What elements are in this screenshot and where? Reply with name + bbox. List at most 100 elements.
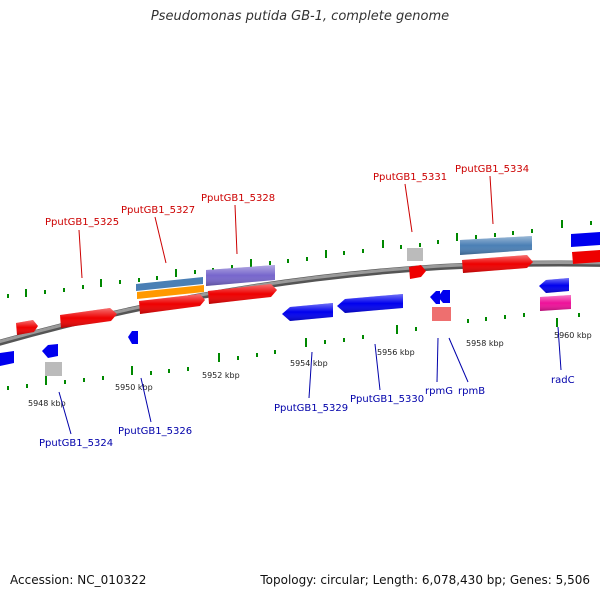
tick-mark [343, 251, 345, 255]
genome-backbone [0, 260, 600, 344]
tick-mark [512, 231, 514, 235]
tick-mark [44, 290, 46, 294]
tick-mark [400, 245, 402, 249]
tick-mark [419, 243, 421, 247]
gene-label-reverse[interactable]: PputGB1_5324 [39, 438, 113, 449]
tick-mark [274, 350, 276, 354]
gene-label-forward[interactable]: PputGB1_5334 [455, 164, 529, 175]
tick-mark [456, 233, 458, 241]
tick-mark [475, 235, 477, 239]
reverse-labels: PputGB1_5324 PputGB1_5326 PputGB1_5329 P… [39, 375, 575, 449]
gene-label-forward[interactable]: PputGB1_5331 [373, 172, 447, 183]
tick-mark [168, 369, 170, 373]
tick-mark [437, 240, 439, 244]
gene-arrow-forward[interactable] [462, 255, 533, 273]
leader-line [557, 326, 562, 371]
tick-mark [362, 335, 364, 339]
tick-mark [63, 288, 65, 292]
reverse-strand-genes [0, 278, 571, 376]
gene-arrow-reverse[interactable] [337, 294, 403, 313]
gene-label-reverse[interactable]: rpmG [425, 386, 453, 397]
tick-mark [138, 278, 140, 282]
tick-mark [324, 340, 326, 344]
accession-text: Accession: NC_010322 [10, 573, 147, 587]
forward-strand-genes [16, 232, 600, 335]
tick-mark [306, 257, 308, 261]
tick-mark [504, 315, 506, 319]
gene-label-reverse[interactable]: radC [551, 375, 575, 386]
tick-mark [102, 376, 104, 380]
leader-line [308, 351, 313, 399]
lower-tick-track [7, 313, 580, 390]
gene-feature-blue[interactable] [571, 232, 600, 247]
ruler-label-5952: 5952 kbp [202, 371, 240, 380]
tick-mark [218, 353, 220, 362]
tick-mark [82, 285, 84, 289]
leader-line [489, 175, 494, 225]
tick-mark [343, 338, 345, 342]
ruler-label-5950: 5950 kbp [115, 383, 153, 392]
forward-labels: PputGB1_5325 PputGB1_5327 PputGB1_5328 P… [45, 164, 529, 228]
tick-mark [64, 380, 66, 384]
tick-mark [45, 376, 47, 385]
gene-arrow-reverse[interactable] [438, 290, 450, 303]
tick-mark [7, 294, 9, 298]
forward-label-leaders [78, 175, 494, 279]
tick-mark [194, 270, 196, 274]
gene-arrow-reverse[interactable] [282, 303, 333, 321]
gene-label-forward[interactable]: PputGB1_5328 [201, 193, 275, 204]
tick-mark [150, 371, 152, 375]
gene-feature-grey[interactable] [407, 248, 423, 261]
tick-mark [83, 378, 85, 382]
tick-mark [100, 279, 102, 287]
gene-feature-steelblue[interactable] [136, 277, 203, 291]
gene-arrow-reverse[interactable] [430, 291, 440, 304]
gene-feature-grey[interactable] [45, 362, 62, 376]
gene-arrow-reverse[interactable] [42, 344, 58, 358]
tick-mark [531, 229, 533, 233]
tick-mark [25, 289, 27, 297]
gene-feature-steelblue[interactable] [460, 236, 532, 255]
tick-mark [362, 249, 364, 253]
gene-label-forward[interactable]: PputGB1_5325 [45, 217, 119, 228]
ruler-label-5956: 5956 kbp [377, 348, 415, 357]
tick-mark [578, 313, 580, 317]
leader-line [448, 337, 469, 383]
leader-line [374, 343, 381, 391]
gene-arrow-reverse[interactable] [0, 351, 14, 366]
gene-label-forward[interactable]: PputGB1_5327 [121, 205, 195, 216]
map-title: Pseudomonas putida GB-1, complete genome [150, 9, 450, 24]
tick-mark [175, 269, 177, 277]
tick-mark [7, 386, 9, 390]
leader-line [154, 216, 167, 264]
ruler-label-5948: 5948 kbp [28, 399, 66, 408]
gene-feature-magenta[interactable] [540, 295, 571, 311]
ruler-labels: 5948 kbp 5950 kbp 5952 kbp 5954 kbp 5956… [28, 331, 592, 408]
tick-mark [396, 325, 398, 334]
gene-label-reverse[interactable]: PputGB1_5326 [118, 426, 192, 437]
gene-arrow-forward[interactable] [409, 265, 426, 279]
reverse-label-leaders [58, 326, 562, 435]
gene-label-reverse[interactable]: PputGB1_5329 [274, 403, 348, 414]
tick-mark [485, 317, 487, 321]
tick-mark [156, 276, 158, 280]
genome-summary-text: Topology: circular; Length: 6,078,430 bp… [260, 573, 590, 587]
tick-mark [237, 356, 239, 360]
tick-mark [325, 250, 327, 258]
leader-line [140, 377, 152, 423]
gene-arrow-forward[interactable] [572, 250, 600, 264]
tick-mark [256, 353, 258, 357]
tick-mark [287, 259, 289, 263]
gene-feature-pink[interactable] [432, 307, 451, 321]
gene-label-reverse[interactable]: rpmB [458, 386, 485, 397]
tick-mark [467, 319, 469, 323]
tick-mark [187, 367, 189, 371]
gene-arrow-reverse[interactable] [539, 278, 569, 293]
tick-mark [561, 220, 563, 228]
leader-line [78, 229, 83, 279]
tick-mark [119, 280, 121, 284]
gene-arrow-forward[interactable] [60, 308, 117, 328]
tick-mark [590, 221, 592, 225]
gene-label-reverse[interactable]: PputGB1_5330 [350, 394, 424, 405]
gene-arrow-reverse[interactable] [128, 331, 138, 344]
